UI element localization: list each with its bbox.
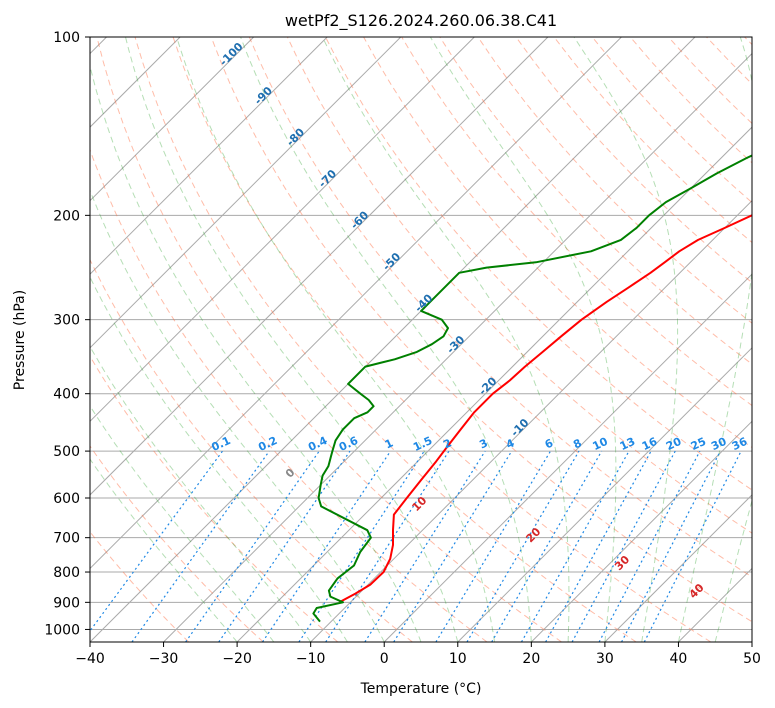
chart-title: wetPf2_S126.2024.260.06.38.C41 [285,11,557,31]
isotherm-gridline [604,494,752,642]
x-tick-label: −10 [296,651,326,667]
isotherm-gridline [90,37,622,570]
moist-adiabat-line [714,498,752,642]
moist-adiabat-line [322,37,570,642]
mixing-ratio-line [298,450,425,642]
moist-adiabat-line [90,275,348,642]
moist-adiabat-line [240,37,532,642]
x-tick-label: −30 [149,651,179,667]
y-axis-title: Pressure (hPa) [12,290,28,390]
x-tick-label: 10 [449,651,467,667]
temperature-line [338,214,752,604]
dry-adiabat-line [96,37,562,642]
x-tick-label: −40 [75,651,105,667]
mixing-ratio-label: 30 [709,435,729,453]
mixing-ratio-line [643,450,742,642]
x-axis-title: Temperature (°C) [360,681,482,697]
dry-adiabat-line [325,37,752,491]
mixing-ratio-label: 36 [730,435,750,453]
dry-adiabat-line [134,37,637,642]
plot-frame [89,36,753,643]
isotherm-gridline [457,347,752,642]
dry-adiabat-line [90,258,413,642]
mixing-ratio-line [491,450,603,642]
isotherm-gridline [383,273,752,642]
moist-adiabat-line [125,37,459,642]
mixing-ratio-line [131,450,270,642]
moist-adiabat-line [176,37,496,642]
mixing-ratio-line [466,450,580,642]
mixing-ratio-line [218,450,351,642]
moist-adiabat-line [677,37,752,642]
dry-adiabat-line [90,445,264,642]
isotherm-gridline [90,37,255,202]
isotherm-gridline [90,37,328,275]
mixing-ratio-label: 13 [618,435,637,453]
mixing-ratio-label: 16 [640,435,660,453]
moist-adiabat-line [90,458,238,642]
moist-adiabat-line [90,405,275,642]
y-tick-label: 100 [53,30,80,46]
y-tick-label: 600 [53,491,80,507]
mixing-ratio-line [185,450,320,642]
isotherm-gridline [90,37,402,349]
axis-layer: −40 −30 −20 −10 0 10 20 30 40 50 100 200 300 400 500 60… [44,30,761,667]
grid-layer [90,37,752,642]
isotherm-gridline [236,126,752,642]
isotherm-gridline [163,52,752,642]
dry-adiabat-line [210,37,752,623]
x-tick-label: −20 [222,651,252,667]
dewpoint-line [312,154,752,623]
isotherm-gridline [90,37,549,496]
dry-adiabat-line [248,37,752,578]
isotherm-gridline [530,420,752,642]
moist-adiabat-line [429,37,617,642]
mixing-ratio-label: 10 [590,435,610,453]
y-tick-label: 900 [53,595,80,611]
x-tick-label: 20 [522,651,540,667]
x-tick-label: 50 [743,651,761,667]
isotherm-gridline [90,37,475,423]
data-layer [312,154,752,623]
mixing-ratio-line [545,450,652,642]
dry-adiabat-line [172,37,712,642]
moist-adiabat-line [90,188,385,642]
y-tick-label: 400 [53,387,80,403]
y-tick-label: 200 [53,208,80,224]
moist-adiabat-line [573,37,679,642]
moist-adiabat-line [90,345,312,642]
mixing-ratio-line [520,450,630,642]
y-tick-label: 700 [53,531,80,547]
x-tick-label: 40 [670,651,688,667]
y-tick-label: 1000 [44,622,80,638]
dry-adiabat-line [286,37,752,534]
mixing-ratio-label: 25 [689,435,708,453]
y-tick-label: 800 [53,565,80,581]
mixing-ratio-line [262,450,392,642]
x-tick-label: 30 [596,651,614,667]
mixing-ratio-line [621,450,721,642]
mixing-ratio-line [598,450,701,642]
mixing-ratio-label: 20 [664,435,684,453]
mixing-ratio-line [435,450,551,642]
y-tick-label: 300 [53,313,80,329]
x-tick-label: 0 [380,651,389,667]
y-tick-label: 500 [53,444,80,460]
isotherm-gridline [90,37,696,642]
mixing-ratio-line [571,450,676,642]
isotherm-gridline [310,199,752,642]
moist-adiabat-line [90,64,422,642]
